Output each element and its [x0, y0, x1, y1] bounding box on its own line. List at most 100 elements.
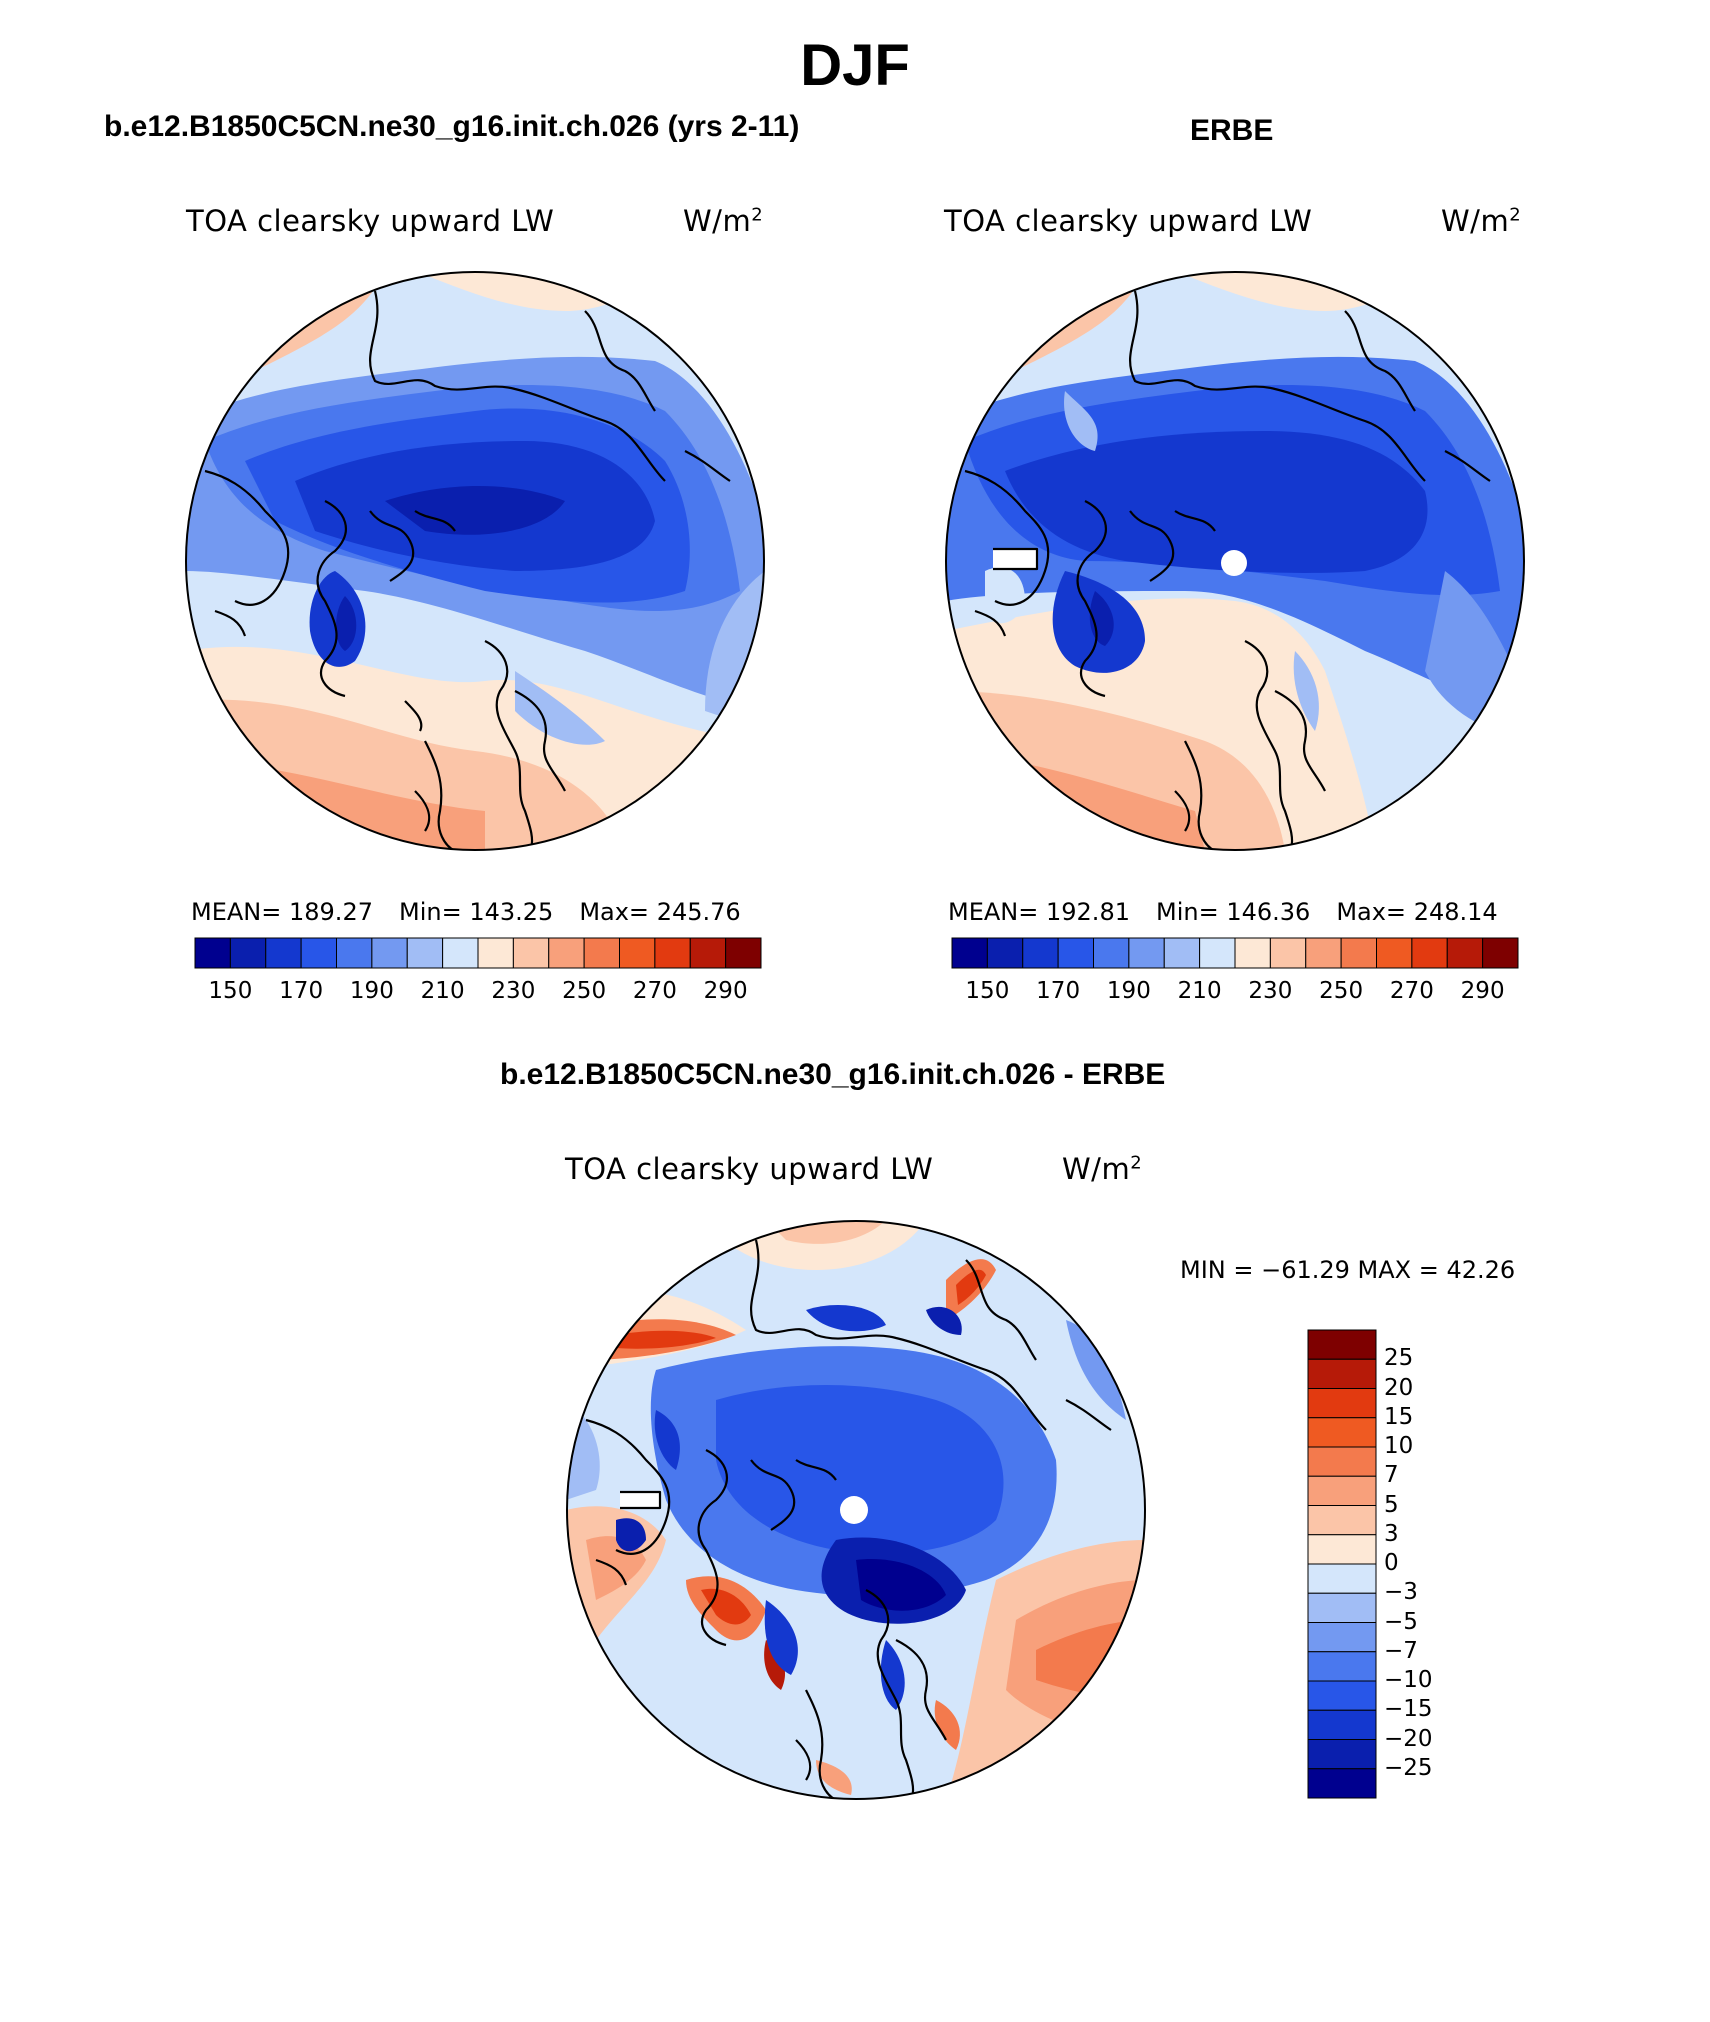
obs-units-label: W/m2	[1441, 204, 1522, 238]
colorbar-swatch	[654, 937, 691, 969]
colorbar-tick-label: 25	[1384, 1345, 1414, 1372]
difference-heading: b.e12.B1850C5CN.ne30_g16.init.ch.026 - E…	[500, 1058, 1166, 1091]
colorbar-swatch	[371, 937, 408, 969]
colorbar-tick-label: 270	[1389, 978, 1434, 1004]
colorbar-swatch	[194, 937, 231, 969]
colorbar-tick-label: 230	[1248, 978, 1293, 1004]
colorbar-tick-label: 210	[420, 978, 465, 1004]
difference-units-label: W/m2	[1062, 1152, 1143, 1186]
difference-colorbar-ticks: 25 20 15 10 7 5 3 0 −3 −5 −7 −10 −15 −20 −25	[1384, 1330, 1464, 1798]
colorbar-swatch	[1307, 1417, 1377, 1448]
colorbar-swatch	[1093, 937, 1130, 969]
colorbar-swatch	[1307, 1505, 1377, 1536]
colorbar-tick-label: 10	[1384, 1433, 1414, 1459]
difference-polar-map	[566, 1220, 1146, 1800]
colorbar-tick-label: 5	[1384, 1491, 1399, 1518]
obs-polar-map	[945, 271, 1525, 851]
colorbar-tick-label: 170	[279, 978, 324, 1004]
colorbar-swatch	[1307, 1388, 1377, 1419]
colorbar-swatch	[689, 937, 727, 969]
colorbar-swatch	[1307, 1622, 1377, 1653]
colorbar-tick-label: −5	[1384, 1608, 1418, 1635]
colorbar-tick-label: 250	[1319, 978, 1364, 1004]
colorbar-tick-label: 170	[1036, 978, 1081, 1004]
colorbar-tick-label: −15	[1384, 1696, 1433, 1723]
colorbar-tick-label: 190	[1106, 978, 1151, 1004]
colorbar-tick-label: 7	[1384, 1462, 1399, 1489]
colorbar-tick-label: 290	[703, 978, 748, 1004]
colorbar-tick-label: −7	[1384, 1637, 1418, 1664]
colorbar-swatch	[1307, 1329, 1377, 1360]
colorbar-swatch	[265, 937, 302, 969]
colorbar-swatch	[336, 937, 373, 969]
colorbar-swatch	[1128, 937, 1165, 969]
colorbar-swatch	[442, 937, 479, 969]
obs-stats: MEAN= 192.81 Min= 146.36 Max= 248.14	[948, 898, 1498, 926]
colorbar-swatch	[1307, 1563, 1377, 1594]
colorbar-swatch	[1376, 937, 1413, 969]
obs-panel-heading: ERBE	[1190, 114, 1274, 147]
colorbar-tick-label: 290	[1460, 978, 1505, 1004]
colorbar-swatch	[406, 937, 444, 969]
model-colorbar-ticks: 150 170 190 210 230 250 270 290	[195, 978, 761, 1008]
colorbar-tick-label: 20	[1384, 1374, 1414, 1401]
colorbar-swatch	[951, 937, 988, 969]
colorbar-tick-label: 150	[208, 978, 253, 1004]
difference-minmax: MIN = −61.29 MAX = 42.26	[1180, 1256, 1516, 1284]
colorbar-swatch	[229, 937, 267, 969]
colorbar-tick-label: −20	[1384, 1725, 1433, 1752]
colorbar-swatch	[1305, 937, 1342, 969]
colorbar-tick-label: 15	[1384, 1403, 1414, 1430]
colorbar-swatch	[1307, 1768, 1377, 1799]
colorbar-tick-label: 0	[1384, 1550, 1399, 1576]
colorbar-tick-label: −10	[1384, 1667, 1433, 1693]
colorbar-tick-label: 230	[491, 978, 536, 1004]
colorbar-swatch	[1163, 937, 1201, 969]
colorbar-swatch	[1340, 937, 1377, 969]
colorbar-swatch	[619, 937, 656, 969]
colorbar-swatch	[1307, 1680, 1377, 1711]
colorbar-tick-label: 270	[632, 978, 677, 1004]
colorbar-tick-label: 3	[1384, 1520, 1399, 1547]
colorbar-swatch	[1482, 937, 1519, 969]
colorbar-swatch	[1307, 1592, 1377, 1623]
colorbar-tick-label: 250	[562, 978, 607, 1004]
obs-colorbar	[951, 937, 1519, 969]
colorbar-swatch	[548, 937, 585, 969]
colorbar-swatch	[1307, 1475, 1377, 1506]
colorbar-tick-label: 210	[1177, 978, 1222, 1004]
difference-colorbar	[1307, 1329, 1377, 1799]
colorbar-swatch	[512, 937, 550, 969]
colorbar-swatch	[583, 937, 620, 969]
model-stats: MEAN= 189.27 Min= 143.25 Max= 245.76	[191, 898, 741, 926]
model-colorbar	[194, 937, 762, 969]
colorbar-tick-label: −25	[1384, 1754, 1433, 1781]
colorbar-swatch	[1307, 1534, 1377, 1565]
figure-title: DJF	[800, 33, 910, 98]
model-variable-label: TOA clearsky upward LW	[186, 204, 555, 238]
colorbar-swatch	[1022, 937, 1059, 969]
colorbar-swatch	[1057, 937, 1094, 969]
model-units-label: W/m2	[683, 204, 764, 238]
colorbar-swatch	[1307, 1358, 1377, 1389]
colorbar-tick-label: 150	[965, 978, 1010, 1004]
colorbar-tick-label: −3	[1384, 1579, 1418, 1606]
colorbar-swatch	[1234, 937, 1271, 969]
difference-variable-label: TOA clearsky upward LW	[565, 1152, 934, 1186]
colorbar-swatch	[1307, 1739, 1377, 1770]
colorbar-swatch	[986, 937, 1024, 969]
colorbar-swatch	[1411, 937, 1448, 969]
colorbar-swatch	[1307, 1651, 1377, 1682]
model-panel-heading: b.e12.B1850C5CN.ne30_g16.init.ch.026 (yr…	[104, 110, 800, 143]
obs-colorbar-ticks: 150 170 190 210 230 250 270 290	[952, 978, 1518, 1008]
colorbar-swatch	[1269, 937, 1307, 969]
colorbar-swatch	[477, 937, 514, 969]
colorbar-swatch	[300, 937, 337, 969]
colorbar-swatch	[1446, 937, 1484, 969]
colorbar-tick-label: 190	[349, 978, 394, 1004]
colorbar-swatch	[1307, 1446, 1377, 1477]
colorbar-swatch	[725, 937, 762, 969]
colorbar-swatch	[1199, 937, 1236, 969]
model-polar-map	[185, 271, 765, 851]
obs-variable-label: TOA clearsky upward LW	[944, 204, 1313, 238]
